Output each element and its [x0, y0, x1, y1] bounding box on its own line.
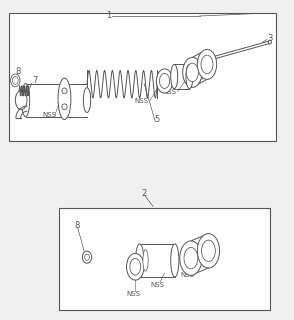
Text: NSS: NSS [150, 282, 164, 288]
Ellipse shape [126, 253, 144, 280]
Ellipse shape [202, 240, 215, 261]
Bar [9, 13, 276, 141]
Ellipse shape [143, 250, 148, 271]
Text: NSS: NSS [181, 272, 194, 278]
Ellipse shape [171, 244, 179, 277]
Ellipse shape [197, 50, 217, 79]
Text: 5: 5 [155, 115, 160, 124]
Text: 7: 7 [32, 76, 38, 85]
Ellipse shape [83, 88, 91, 113]
Ellipse shape [58, 78, 71, 120]
Ellipse shape [82, 251, 92, 263]
Ellipse shape [85, 254, 89, 260]
Text: 1: 1 [106, 11, 112, 20]
Ellipse shape [159, 74, 170, 89]
Text: 3: 3 [267, 34, 273, 43]
Text: 8: 8 [15, 67, 20, 76]
Ellipse shape [268, 40, 271, 44]
Text: NSS: NSS [134, 98, 148, 104]
Text: NSS: NSS [187, 78, 201, 84]
Ellipse shape [186, 63, 198, 82]
Bar [59, 208, 270, 310]
Circle shape [62, 88, 67, 94]
Ellipse shape [136, 244, 144, 277]
Ellipse shape [11, 74, 20, 87]
Text: NSS: NSS [42, 112, 56, 118]
Text: NSS: NSS [163, 89, 176, 95]
Text: 8: 8 [74, 221, 79, 230]
Ellipse shape [186, 64, 193, 89]
Ellipse shape [184, 247, 198, 269]
Ellipse shape [201, 55, 213, 74]
Ellipse shape [156, 69, 173, 93]
Text: 2: 2 [141, 189, 147, 198]
Ellipse shape [171, 64, 178, 89]
Circle shape [62, 104, 67, 110]
Ellipse shape [197, 234, 220, 268]
Ellipse shape [15, 91, 27, 110]
Ellipse shape [21, 84, 30, 117]
Text: NSS: NSS [127, 291, 141, 297]
Ellipse shape [180, 241, 202, 275]
Ellipse shape [183, 57, 202, 87]
Ellipse shape [130, 259, 141, 275]
Ellipse shape [12, 76, 18, 84]
